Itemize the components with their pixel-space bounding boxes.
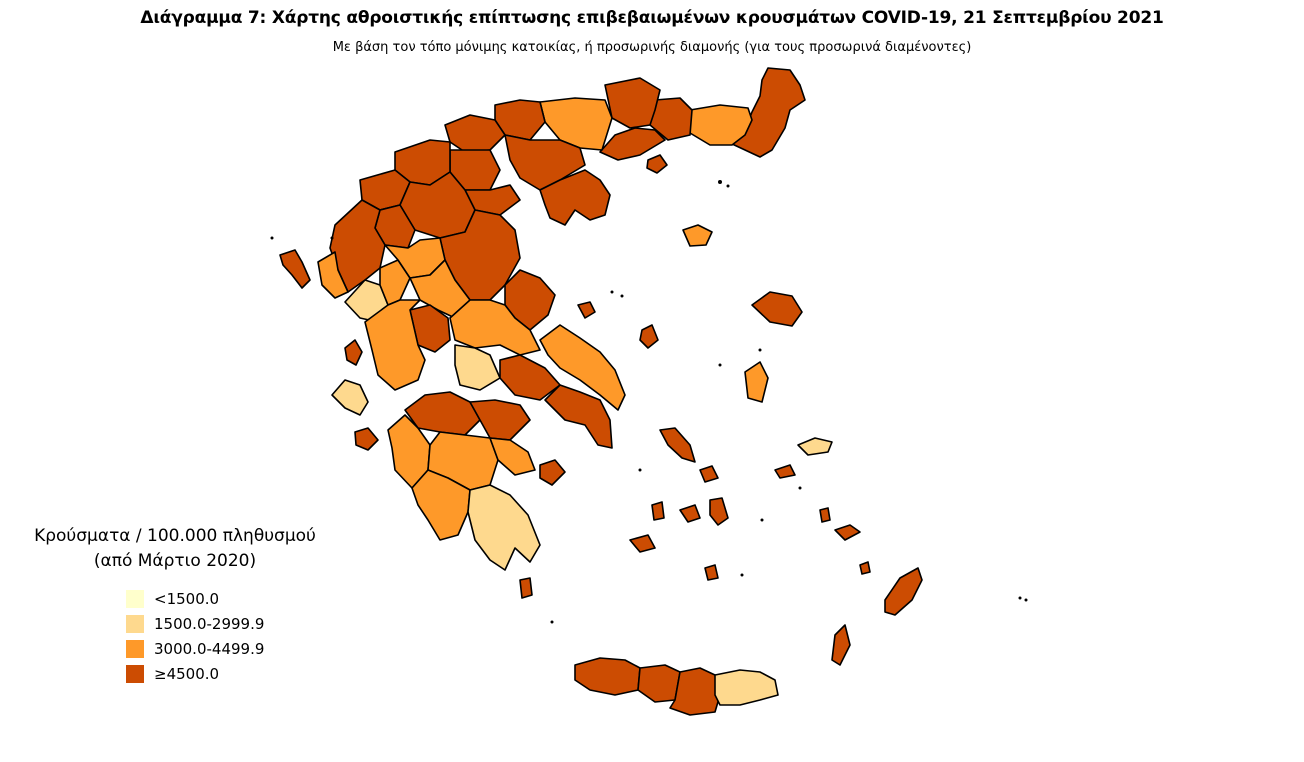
islet-dot bbox=[798, 486, 802, 490]
legend-swatch bbox=[126, 589, 144, 608]
region-attica-islands bbox=[539, 459, 566, 486]
region-zakynthos bbox=[354, 427, 379, 451]
region-lasithi bbox=[714, 669, 779, 706]
region-aitoloakarnania bbox=[364, 299, 426, 391]
region-korinthia bbox=[469, 399, 531, 441]
map-title: Διάγραμμα 7: Χάρτης αθροιστικής επίπτωση… bbox=[140, 8, 1164, 28]
legend-title-line2: (από Μάρτιο 2020) bbox=[93, 551, 257, 571]
region-serres bbox=[539, 97, 613, 151]
islet-dot bbox=[550, 620, 554, 624]
region-heraklion bbox=[669, 667, 721, 716]
legend-item: 1500.0-2999.9 bbox=[126, 611, 380, 636]
islet-dot bbox=[758, 348, 762, 352]
islet-dot bbox=[718, 363, 722, 367]
region-naxos bbox=[709, 497, 729, 526]
region-pella bbox=[444, 114, 506, 153]
region-drama bbox=[604, 77, 661, 129]
islet-dot bbox=[270, 236, 274, 240]
region-samos bbox=[797, 437, 833, 456]
islet-dot bbox=[740, 573, 744, 577]
region-thessaloniki bbox=[504, 134, 586, 191]
legend-label: <1500.0 bbox=[154, 589, 220, 608]
islet-dot bbox=[330, 236, 334, 240]
region-andros bbox=[659, 427, 696, 463]
region-fokida bbox=[454, 344, 501, 391]
islet-dot bbox=[1024, 598, 1028, 602]
region-thesprotia bbox=[317, 251, 349, 299]
region-rodopi bbox=[689, 104, 753, 146]
region-attica bbox=[544, 384, 613, 449]
region-thasos bbox=[646, 154, 668, 174]
region-syros bbox=[651, 501, 665, 521]
legend-label: 3000.0-4499.9 bbox=[154, 639, 265, 658]
region-evros bbox=[729, 67, 806, 158]
region-karpathos bbox=[831, 624, 851, 666]
region-chania bbox=[574, 657, 641, 696]
islet-dot bbox=[610, 290, 614, 294]
legend-title-line1: Κρούσματα / 100.000 πληθυσμού bbox=[34, 526, 316, 546]
legend-swatch bbox=[126, 614, 144, 633]
legend-title: Κρούσματα / 100.000 πληθυσμού (από Μάρτι… bbox=[30, 524, 320, 574]
region-lefkada bbox=[344, 339, 363, 366]
legend-label: 1500.0-2999.9 bbox=[154, 614, 265, 633]
region-limnos bbox=[682, 224, 713, 247]
legend-items: <1500.0 1500.0-2999.9 3000.0-4499.9 ≥450… bbox=[126, 586, 380, 686]
legend-item: ≥4500.0 bbox=[126, 661, 380, 686]
region-argolida bbox=[489, 437, 536, 476]
region-rhodes bbox=[884, 567, 923, 616]
legend-swatch bbox=[126, 639, 144, 658]
islet-dot bbox=[620, 294, 624, 298]
map-subtitle: Με βάση τον τόπο μόνιμης κατοικίας, ή πρ… bbox=[332, 40, 972, 55]
region-tinos-mykonos bbox=[699, 465, 719, 483]
islet-dot bbox=[638, 468, 642, 472]
region-chalkidiki bbox=[539, 169, 611, 226]
region-evia bbox=[539, 324, 626, 411]
islet-dot bbox=[718, 180, 722, 184]
region-tilos-nisyros bbox=[859, 561, 871, 575]
region-skopelos bbox=[577, 301, 596, 319]
region-rethymno bbox=[637, 664, 681, 703]
map-legend: Κρούσματα / 100.000 πληθυσμού (από Μάρτι… bbox=[30, 524, 380, 686]
region-milos bbox=[629, 534, 656, 553]
region-lakonia bbox=[467, 484, 541, 571]
region-paros bbox=[679, 504, 701, 523]
region-chios bbox=[744, 361, 769, 403]
legend-label: ≥4500.0 bbox=[154, 664, 220, 683]
region-leros bbox=[819, 507, 831, 523]
legend-swatch bbox=[126, 664, 144, 683]
legend-item: 3000.0-4499.9 bbox=[126, 636, 380, 661]
region-messinia bbox=[411, 469, 471, 541]
region-ikaria bbox=[774, 464, 796, 479]
region-lesvos bbox=[751, 291, 803, 327]
legend-item: <1500.0 bbox=[126, 586, 380, 611]
islet-dot bbox=[760, 518, 764, 522]
region-kos bbox=[834, 524, 861, 541]
islet-dot bbox=[1018, 596, 1022, 600]
region-voiotia bbox=[499, 354, 561, 401]
islet-dot bbox=[726, 184, 730, 188]
region-kefalonia bbox=[331, 379, 369, 416]
region-fthiotida bbox=[449, 299, 541, 356]
region-santorini bbox=[704, 564, 719, 581]
region-corfu bbox=[279, 249, 311, 289]
region-skyros bbox=[639, 324, 659, 349]
region-kythira bbox=[519, 577, 533, 599]
region-kavala bbox=[599, 127, 666, 161]
